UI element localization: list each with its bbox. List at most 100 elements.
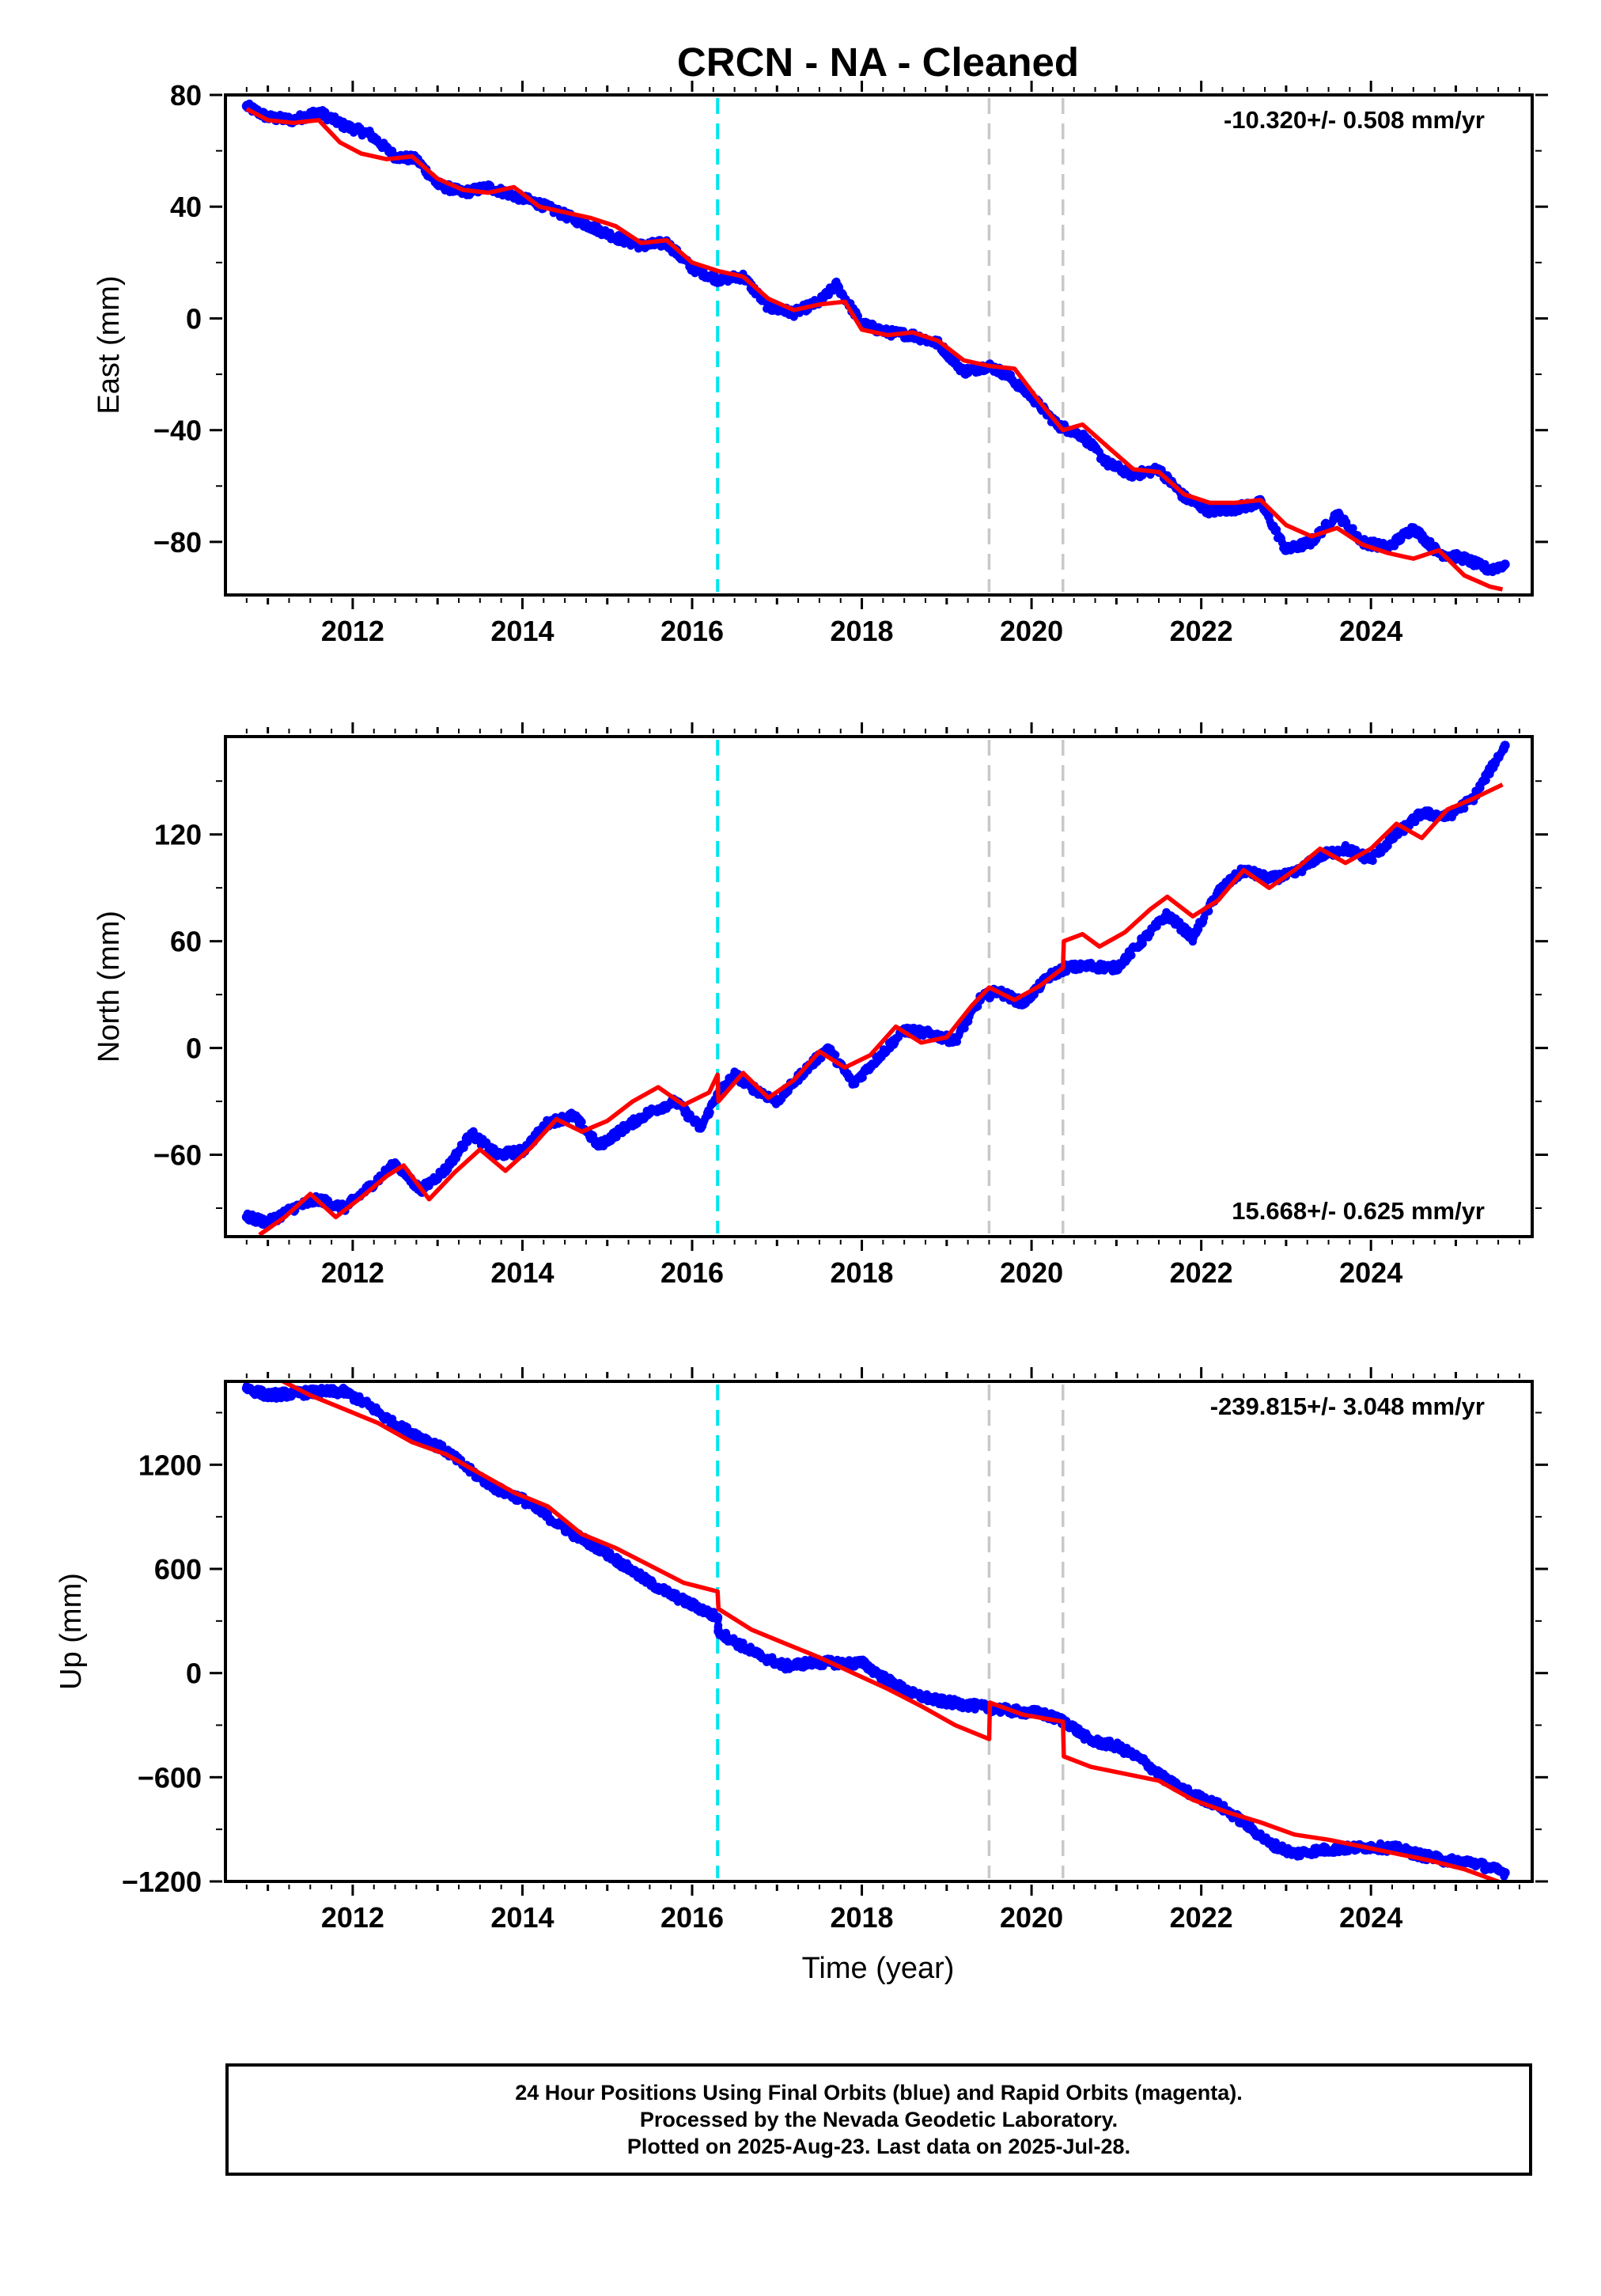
- data-point-value: [1128, 470, 1138, 480]
- plot-frame: [224, 1380, 1534, 1883]
- data-point-value: [1467, 1857, 1478, 1867]
- footer-info-box: 24 Hour Positions Using Final Orbits (bl…: [225, 2063, 1532, 2176]
- data-point-value: [823, 1043, 833, 1053]
- data-point-value: [755, 1650, 765, 1661]
- y-tick-label: 0: [186, 1658, 202, 1690]
- data-point: [1482, 776, 1490, 785]
- footer-line-plotted: Plotted on 2025-Aug-23. Last data on 202…: [626, 2135, 1131, 2158]
- data-point-value: [611, 233, 621, 243]
- data-point-value: [729, 1637, 740, 1647]
- data-point-value: [1018, 998, 1028, 1009]
- x-axis: 2012 2014 2016 2018 2020 2022 2024: [245, 1367, 1520, 1934]
- data-point-value: [390, 1158, 400, 1169]
- data-point-value: [1332, 509, 1342, 519]
- data-point-value: [933, 1695, 944, 1706]
- data-point-value: [645, 1578, 655, 1588]
- data-point-value: [441, 1164, 451, 1174]
- model-line-east: [245, 107, 1504, 592]
- model-line-up: [278, 1381, 1504, 1881]
- x-tick-label: 2020: [1000, 615, 1063, 647]
- data-point-value: [568, 1111, 578, 1121]
- rate-label: -10.320+/- 0.508 mm/yr: [1224, 106, 1485, 134]
- data-point-value: [1137, 936, 1147, 946]
- y-axis: 80 40 0 −40 −80: [153, 79, 1548, 559]
- data-point-value: [1485, 565, 1495, 575]
- data-point-value: [806, 1658, 816, 1668]
- x-tick-label: 2018: [830, 615, 893, 647]
- data-point-value: [390, 1419, 400, 1430]
- x-tick-label: 2022: [1170, 1901, 1233, 1934]
- data-point-value: [1111, 1741, 1122, 1751]
- data-point: [612, 1133, 621, 1142]
- data-point: [1460, 804, 1469, 813]
- data-point-value: [1383, 543, 1393, 552]
- data-point-value: [874, 1051, 884, 1062]
- x-axis-label: Time (year): [802, 1952, 955, 1985]
- data-point: [831, 1051, 840, 1059]
- data-point-value: [1111, 963, 1122, 973]
- data-point-value: [263, 1390, 273, 1400]
- x-tick-label: 2018: [830, 1256, 893, 1289]
- north-panel: 2012 2014 2016 2018 2020 2022 2024 120 60 0 −60 Nor…: [93, 722, 1548, 1289]
- x-tick-label: 2014: [490, 1256, 554, 1289]
- y-tick-label: −600: [138, 1761, 202, 1794]
- data-point-value: [959, 366, 969, 377]
- data-point-value: [959, 1699, 969, 1710]
- y-axis-label: Up (mm): [55, 1573, 88, 1690]
- data-series-up: [241, 1381, 1510, 1881]
- x-tick-label: 2016: [660, 615, 724, 647]
- data-point-value: [1281, 545, 1291, 555]
- east-panel: 2012 2014 2016 2018 2020 2022 2024 80 40 0 −40 −80 E…: [93, 79, 1548, 647]
- data-point: [706, 1108, 714, 1117]
- data-point-value: [241, 1212, 252, 1222]
- data-point-value: [763, 302, 774, 313]
- y-tick-label: 0: [186, 302, 202, 335]
- data-point-value: [670, 1592, 680, 1602]
- data-point-value: [288, 1389, 298, 1399]
- y-tick-label: 600: [154, 1553, 202, 1586]
- data-point-value: [1264, 873, 1274, 884]
- x-tick-label: 2020: [1000, 1901, 1063, 1934]
- data-point-value: [848, 1078, 858, 1089]
- data-point-value: [509, 191, 519, 201]
- data-point-value: [1307, 536, 1317, 547]
- plot-frame: [224, 93, 1534, 597]
- model-line-north: [258, 782, 1504, 1237]
- data-point-value: [1086, 1736, 1096, 1746]
- data-point-value: [844, 1658, 854, 1669]
- y-tick-label: −1200: [122, 1866, 202, 1898]
- data-point-value: [467, 1128, 477, 1139]
- up-panel: 2012 2014 2016 2018 2020 2022 2024 1200 600 0 −600…: [55, 1367, 1548, 1934]
- data-point-value: [1213, 886, 1224, 896]
- data-point-value: [1500, 741, 1510, 751]
- data-point-value: [619, 1560, 630, 1570]
- x-axis: 2012 2014 2016 2018 2020 2022 2024: [245, 722, 1520, 1289]
- data-point-value: [619, 1123, 630, 1133]
- y-axis-label: North (mm): [93, 911, 126, 1063]
- data-point-value: [339, 120, 350, 131]
- data-point-value: [492, 1150, 502, 1160]
- data-point-value: [950, 1036, 960, 1046]
- data-point-value: [365, 1400, 375, 1411]
- x-tick-label: 2024: [1339, 1901, 1402, 1934]
- data-point-value: [925, 1029, 935, 1039]
- y-tick-label: 120: [154, 819, 202, 851]
- footer-line-processed: Processed by the Nevada Geodetic Laborat…: [639, 2108, 1118, 2131]
- data-point-value: [314, 107, 324, 117]
- data-point-value: [857, 1658, 867, 1668]
- data-point-value: [1341, 843, 1350, 854]
- data-point-value: [1315, 1845, 1325, 1855]
- y-tick-label: 40: [170, 191, 202, 223]
- data-point-value: [1086, 961, 1096, 972]
- x-tick-label: 2014: [490, 1901, 554, 1934]
- x-tick-label: 2024: [1339, 1256, 1402, 1289]
- data-point-value: [365, 129, 375, 139]
- data-point-value: [543, 1512, 553, 1522]
- y-axis: 120 60 0 −60: [153, 780, 1548, 1210]
- x-tick-label: 2016: [660, 1256, 724, 1289]
- data-point-value: [687, 263, 697, 273]
- data-point: [1127, 951, 1136, 960]
- plot-frame: [224, 735, 1534, 1238]
- x-tick-label: 2020: [1000, 1256, 1063, 1289]
